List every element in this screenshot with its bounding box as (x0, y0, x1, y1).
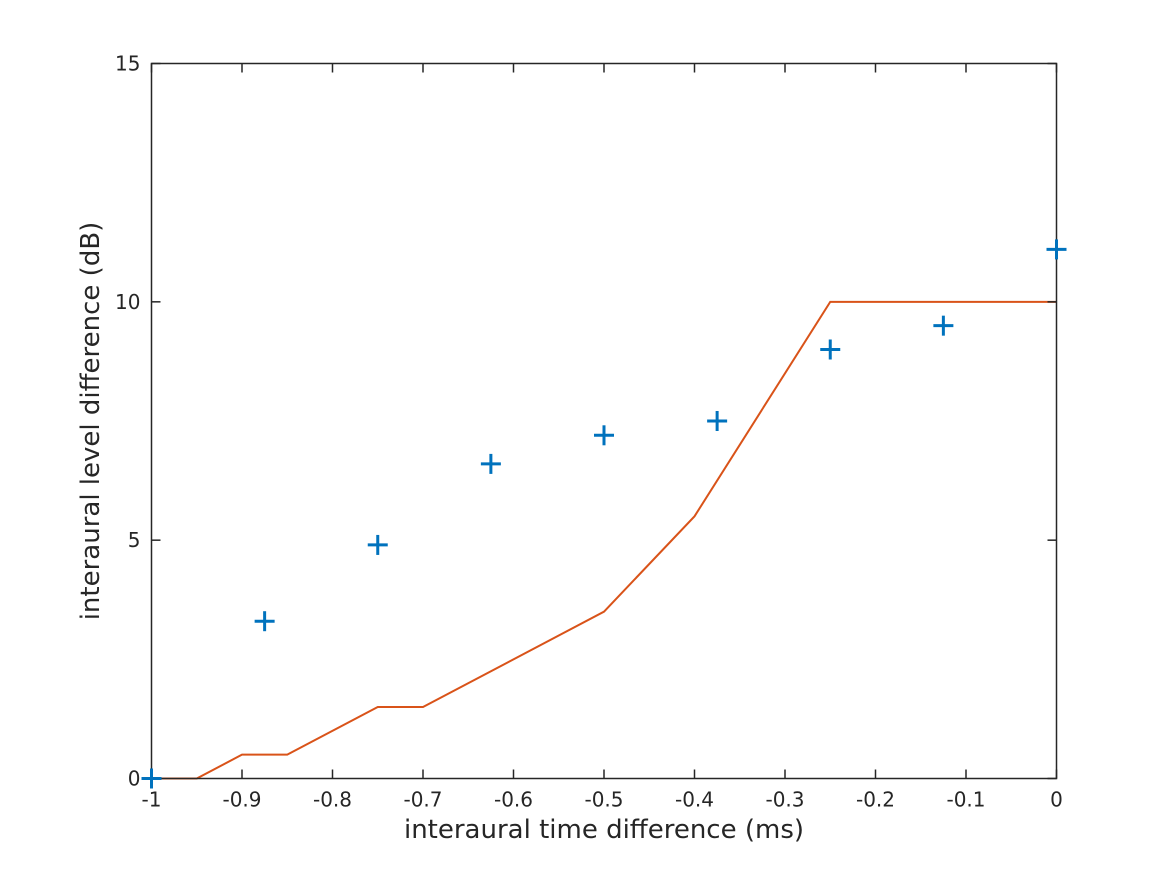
x-tick-label: -0.8 (313, 788, 352, 812)
y-tick-label: 10 (115, 290, 140, 314)
plot-box (150, 62, 1058, 780)
y-tick-label: 15 (115, 52, 140, 76)
x-tick-label: -1 (142, 788, 162, 812)
x-tick-label: -0.2 (856, 788, 895, 812)
y-tick-label: 5 (128, 528, 141, 552)
x-tick-label: 0 (1050, 788, 1063, 812)
plot-area: -1 -0.9 -0.8 -0.7 -0.6 -0.5 -0.4 -0.3 -0.2 -0.1 0 0… (115, 52, 1067, 812)
x-tick-label: -0.6 (494, 788, 533, 812)
x-tick-label: -0.9 (222, 788, 261, 812)
x-axis-label: interaural time difference (ms) (404, 815, 804, 845)
y-axis-label: interaural level difference (dB) (76, 222, 106, 621)
x-tick-label: -0.7 (403, 788, 442, 812)
x-tick-label: -0.1 (946, 788, 985, 812)
x-tick-label: -0.3 (765, 788, 804, 812)
mapping-curve-line (151, 300, 1057, 780)
y-tick-label: 0 (128, 767, 141, 791)
x-tick-label: -0.5 (584, 788, 623, 812)
x-tick-label: -0.4 (675, 788, 714, 812)
